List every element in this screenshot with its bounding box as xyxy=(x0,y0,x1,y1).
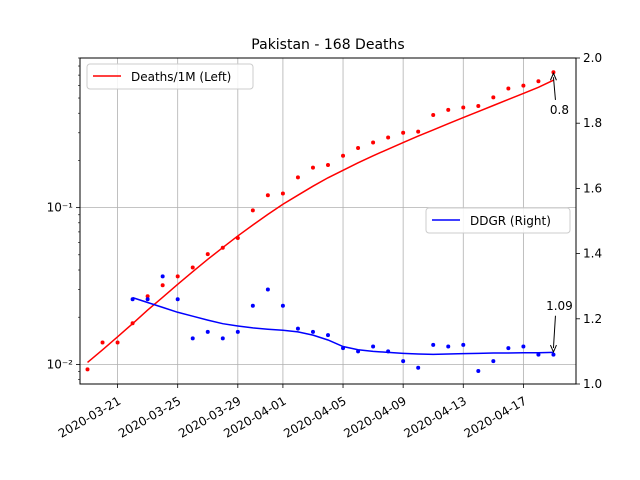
left-tick-label: 10⁻¹ xyxy=(47,201,74,215)
annotations: 0.8 1.09 xyxy=(546,71,573,354)
ddgr-point xyxy=(265,287,270,292)
ddgr-point xyxy=(160,274,165,279)
ddgr-point xyxy=(341,346,346,351)
deaths-point xyxy=(100,340,105,345)
ddgr-point xyxy=(491,359,496,364)
ddgr-point xyxy=(326,333,330,338)
deaths-point xyxy=(416,129,421,134)
deaths-point xyxy=(190,265,195,270)
annotation-label: 1.09 xyxy=(546,299,573,313)
ddgr-point xyxy=(235,329,240,334)
x-tick-label: 2020-04-09 xyxy=(341,394,408,441)
legend-deaths-box xyxy=(86,63,254,90)
ddgr-point xyxy=(205,329,210,334)
ddgr-point xyxy=(371,344,376,349)
ddgr-point xyxy=(461,342,466,347)
deaths-point xyxy=(220,245,225,250)
ddgr-point xyxy=(250,303,255,308)
ddgr-point xyxy=(476,368,481,373)
x-tick-label: 2020-04-17 xyxy=(462,394,529,441)
annotation-arrowhead xyxy=(549,71,557,81)
annotation-arrow xyxy=(552,315,556,349)
ddgr-point xyxy=(356,349,361,354)
x-axis: 2020-03-212020-03-252020-03-292020-04-01… xyxy=(56,384,529,441)
ddgr-points-layer xyxy=(130,274,556,373)
deaths-point xyxy=(371,140,376,145)
deaths-point xyxy=(265,193,270,198)
deaths-point xyxy=(85,367,90,372)
deaths-point xyxy=(250,208,255,213)
x-tick-label: 2020-03-21 xyxy=(56,394,123,441)
legend-ddgr-label: DDGR (Right) xyxy=(470,214,551,228)
ddgr-point xyxy=(220,336,225,341)
x-tick-label: 2020-03-25 xyxy=(116,394,183,441)
ddgr-point xyxy=(175,297,180,302)
deaths-point xyxy=(491,95,496,100)
legend-deaths: Deaths/1M (Left) xyxy=(86,63,254,90)
deaths-fit-layer xyxy=(87,79,554,363)
deaths-point xyxy=(506,86,511,91)
deaths-points-layer xyxy=(85,70,556,372)
right-tick-label: 1.6 xyxy=(583,181,602,195)
ddgr-point xyxy=(190,336,195,341)
legend-deaths-label: Deaths/1M (Left) xyxy=(131,70,231,84)
right-y-axis: 1.0 1.2 1.4 1.6 1.8 2.0 xyxy=(576,51,602,391)
ddgr-point xyxy=(386,349,391,354)
deaths-point xyxy=(145,294,150,299)
deaths-fit-line xyxy=(87,79,554,363)
deaths-point xyxy=(536,79,541,84)
deaths-point xyxy=(310,165,315,170)
left-y-axis: 10⁻² 10⁻¹ xyxy=(47,57,80,380)
ddgr-point xyxy=(416,365,421,370)
deaths-point xyxy=(326,162,330,167)
deaths-point xyxy=(295,175,300,180)
legend-ddgr: DDGR (Right) xyxy=(425,207,571,234)
ddgr-point xyxy=(145,297,150,302)
ddgr-point xyxy=(295,326,300,331)
deaths-point xyxy=(205,252,210,257)
left-tick-label: 10⁻² xyxy=(47,357,74,371)
deaths-point xyxy=(115,340,120,345)
deaths-point xyxy=(521,83,526,88)
deaths-point xyxy=(401,130,406,135)
deaths-point xyxy=(160,283,165,288)
ddgr-point xyxy=(280,303,285,308)
deaths-point xyxy=(130,321,135,326)
deaths-point xyxy=(341,153,346,158)
chart-title: Pakistan - 168 Deaths xyxy=(251,37,404,53)
ddgr-point xyxy=(551,352,556,357)
plot-frame xyxy=(79,57,577,385)
deaths-point xyxy=(235,236,240,241)
right-tick-label: 2.0 xyxy=(583,51,602,65)
deaths-point xyxy=(280,191,285,196)
deaths-point xyxy=(386,135,391,140)
right-tick-label: 1.4 xyxy=(583,247,602,261)
annotation-arrow xyxy=(552,77,556,100)
ddgr-point xyxy=(446,344,451,349)
deaths-point xyxy=(175,274,180,279)
annotation-label: 0.8 xyxy=(550,103,569,117)
ddgr-point xyxy=(431,342,436,347)
deaths-point xyxy=(461,105,466,110)
annotation-arrowhead xyxy=(549,344,557,354)
legend-ddgr-box xyxy=(425,207,571,234)
deaths-point xyxy=(476,103,481,108)
deaths-point xyxy=(431,112,436,117)
ddgr-point xyxy=(536,352,541,357)
x-tick-label: 2020-04-05 xyxy=(281,394,348,441)
ddgr-point xyxy=(521,344,526,349)
right-tick-label: 1.2 xyxy=(583,312,602,326)
right-tick-label: 1.8 xyxy=(583,116,602,130)
deaths-point xyxy=(356,146,361,151)
ddgr-point xyxy=(130,297,135,302)
deaths-point xyxy=(446,107,451,112)
right-tick-label: 1.0 xyxy=(583,377,602,391)
ddgr-point xyxy=(310,329,315,334)
ddgr-point xyxy=(506,346,511,351)
ddgr-point xyxy=(401,359,406,364)
x-tick-label: 2020-04-13 xyxy=(402,394,469,441)
